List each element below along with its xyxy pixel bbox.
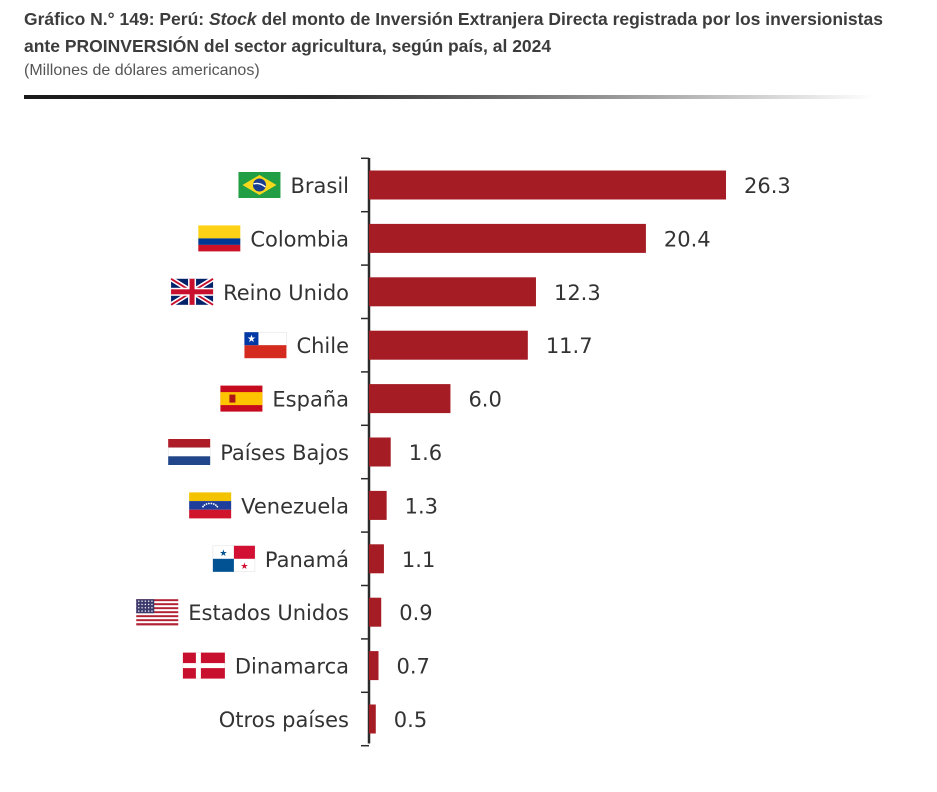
category-label: Otros países xyxy=(219,708,349,732)
category-label: Estados Unidos xyxy=(188,601,349,625)
value-label: 11.7 xyxy=(546,334,593,358)
netherlands-flag-icon xyxy=(167,439,211,465)
bar-row: Estados Unidos 0.9 xyxy=(136,597,433,627)
bar-row: Panamá 1.1★★ xyxy=(212,544,435,574)
panama-flag-icon: ★★ xyxy=(212,545,256,573)
value-label: 0.5 xyxy=(394,708,427,732)
venezuela-flag-icon xyxy=(189,492,232,519)
value-label: 0.9 xyxy=(399,601,432,625)
colombia-flag-icon xyxy=(198,225,241,252)
bar-row: Dinamarca 0.7 xyxy=(182,651,430,681)
chart-title-suffix: del monto de Inversión Extranjera Direct… xyxy=(24,9,883,56)
category-label: Reino Unido xyxy=(223,281,349,305)
bar-row: Reino Unido 12.3 xyxy=(169,276,601,307)
value-label: 1.6 xyxy=(409,441,442,465)
bar-row: Brasil 26.3 xyxy=(238,170,791,200)
category-label: Panamá xyxy=(265,548,349,572)
bar xyxy=(369,597,382,627)
chart-title: Gráfico N.° 149: Perú: Stock del monto d… xyxy=(24,6,914,60)
value-label: 26.3 xyxy=(744,174,791,198)
bar-row: Otros países 0.5 xyxy=(219,704,427,734)
bar xyxy=(369,437,391,467)
bar-row: Países Bajos 1.6 xyxy=(167,437,442,467)
chart-title-prefix: Gráfico N.° 149: Perú: xyxy=(24,9,209,29)
bar xyxy=(369,651,379,681)
value-label: 20.4 xyxy=(664,227,711,251)
chile-flag-icon: ★ xyxy=(244,331,287,359)
category-label: Brasil xyxy=(290,174,349,198)
bar-row: Venezuela 1.3 xyxy=(189,490,438,520)
bar-row: Colombia 20.4 xyxy=(198,223,711,253)
chart-subtitle: (Millones de dólares americanos) xyxy=(24,62,260,79)
value-label: 1.1 xyxy=(402,548,435,572)
chart-title-italic: Stock xyxy=(208,9,257,29)
category-label: Países Bajos xyxy=(220,441,349,465)
value-label: 0.7 xyxy=(397,655,430,679)
bar xyxy=(369,277,536,307)
brazil-flag-icon xyxy=(238,172,281,198)
value-label: 1.3 xyxy=(405,494,438,518)
bar xyxy=(369,170,726,200)
category-label: Colombia xyxy=(250,227,349,251)
bar xyxy=(369,704,376,734)
usa-flag-icon xyxy=(136,599,179,626)
spain-flag-icon xyxy=(220,385,263,412)
category-label: Dinamarca xyxy=(235,655,349,679)
category-label: Venezuela xyxy=(241,494,349,518)
uk-flag-icon xyxy=(169,276,215,307)
value-label: 12.3 xyxy=(554,281,601,305)
bar xyxy=(369,544,384,574)
bar xyxy=(369,223,646,253)
svg-text:★: ★ xyxy=(247,334,256,345)
bar-row: España 6.0 xyxy=(220,384,502,414)
bar-row: Chile 11.7 ★ xyxy=(244,330,593,360)
svg-text:★: ★ xyxy=(219,549,227,559)
bar-chart: Brasil 26.3 Colombia 20.4 Reino Unido 12.3 Chi… xyxy=(136,157,791,747)
category-label: Chile xyxy=(296,334,349,358)
bar xyxy=(369,330,528,360)
svg-text:★: ★ xyxy=(240,562,248,572)
title-divider xyxy=(24,95,874,99)
bar xyxy=(369,384,451,414)
value-label: 6.0 xyxy=(468,388,501,412)
bar xyxy=(369,490,387,520)
category-label: España xyxy=(272,388,349,412)
denmark-flag-icon xyxy=(182,652,225,679)
